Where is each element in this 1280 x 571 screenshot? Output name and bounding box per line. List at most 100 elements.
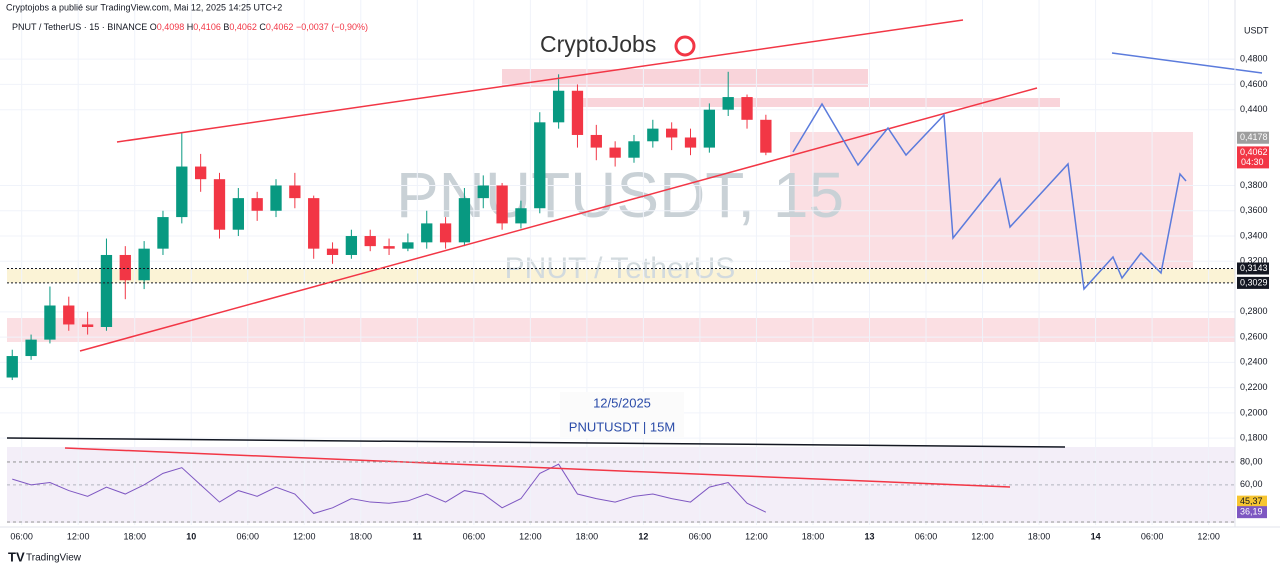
y-tick-label: 0,2400: [1240, 357, 1268, 367]
candle-body: [44, 305, 56, 340]
candle-body: [195, 166, 207, 180]
x-tick-label: 12:00: [971, 531, 994, 541]
x-tick-label: 12:00: [519, 531, 542, 541]
candle-body: [63, 305, 75, 325]
projection-path: [792, 102, 1187, 291]
candle-body: [157, 217, 169, 249]
candle-body: [552, 90, 565, 123]
y-tick-label: 0,2600: [1240, 331, 1268, 341]
candle-body: [100, 254, 113, 327]
candle-body: [703, 109, 715, 148]
candle-body: [326, 248, 339, 255]
price-label: 0,3143: [1240, 263, 1268, 273]
legend-text: C: [259, 22, 266, 32]
candle-body: [289, 185, 301, 199]
candle-body: [590, 134, 602, 148]
trend-line: [79, 87, 1038, 352]
candle-body: [213, 179, 226, 230]
watermark: PNUTUSDT, 15: [396, 159, 844, 231]
x-tick-label: 12:00: [745, 531, 768, 541]
x-tick-label: 18:00: [350, 531, 373, 541]
rsi-line: [12, 463, 767, 515]
legend-value: −0,0037 (−0,90%): [296, 22, 368, 32]
y-tick-label: 0,2800: [1240, 306, 1268, 316]
plot: [0, 0, 1235, 525]
legend-text: B: [223, 22, 229, 32]
candle-body: [25, 339, 37, 357]
candle-body: [6, 356, 18, 378]
candle-body: [383, 246, 395, 249]
candle-body: [722, 97, 734, 110]
footer: TradingView: [26, 553, 82, 564]
y-tick-label: 0,3200: [1240, 256, 1268, 266]
x-tick-label: 12:00: [1197, 531, 1220, 541]
candle-body: [458, 198, 471, 243]
rsi-trend-line: [64, 447, 1011, 488]
y-tick-label: 0,3600: [1240, 205, 1268, 215]
price-label: 0,4062: [1240, 147, 1268, 157]
candle-body: [402, 242, 414, 249]
y-tick-label: 0,4400: [1240, 104, 1268, 114]
candle-body: [270, 185, 282, 211]
price-label-box: [1237, 131, 1269, 144]
legend-text: PNUT / TetherUS · 15 · BINANCE: [12, 22, 147, 32]
y-tick-label: 0,1800: [1240, 433, 1268, 443]
x-tick-label: 06:00: [1141, 531, 1164, 541]
legend-value: 0,4098: [157, 22, 185, 32]
currency: USDT: [1244, 25, 1269, 35]
x-tick-label: 12: [638, 531, 648, 541]
y-tick-label: 0,4800: [1240, 54, 1268, 64]
trend-line: [116, 19, 964, 143]
candle-body: [345, 236, 358, 255]
candle-body: [308, 198, 320, 249]
candle-body: [119, 254, 131, 281]
x-tick-label: 10: [186, 531, 196, 541]
candle-body: [741, 97, 753, 120]
candle-body: [534, 122, 546, 209]
y-tick-label: 0,2200: [1240, 382, 1268, 392]
legend-value: 0,4062: [229, 22, 257, 32]
candle-body: [138, 248, 150, 281]
candle-body: [176, 166, 188, 218]
candle-body: [439, 223, 452, 243]
header: Cryptojobs a publié sur TradingView.com,…: [6, 2, 282, 12]
legend-text: H: [187, 22, 194, 32]
rsi-tick-label: 80,00: [1240, 456, 1263, 466]
logo-icon: [674, 35, 696, 57]
countdown: 04:30: [1241, 157, 1264, 167]
candle-body: [251, 198, 263, 211]
candle-body: [628, 141, 640, 158]
candle-body: [647, 128, 659, 142]
x-tick-label: 12:00: [293, 531, 316, 541]
candle-body: [421, 223, 433, 243]
x-tick-label: 18:00: [123, 531, 146, 541]
price-label: 0,3029: [1240, 277, 1268, 287]
y-tick-label: 0,3800: [1240, 180, 1268, 190]
price-label-box: [1237, 276, 1269, 289]
x-tick-label: 11: [413, 531, 423, 541]
candle-body: [496, 185, 508, 224]
y-tick-label: 0,4600: [1240, 79, 1268, 89]
trend-line: [1111, 52, 1263, 74]
logo: CryptoJobs: [540, 31, 656, 57]
legend: PNUT / TetherUS · 15 · BINANCE O0,4098 H…: [12, 22, 368, 32]
y-tick-label: 0,2000: [1240, 407, 1268, 417]
x-tick-label: 06:00: [915, 531, 938, 541]
candle-body: [684, 137, 697, 148]
x-tick-label: 06:00: [236, 531, 259, 541]
x-tick-label: 06:00: [10, 531, 33, 541]
price-label-box: [1237, 262, 1269, 275]
x-tick-label: 14: [1091, 531, 1101, 541]
candle-body: [571, 90, 584, 135]
candle-body: [609, 147, 621, 158]
rsi-label-box: [1237, 506, 1267, 519]
price-label-box: [1237, 146, 1269, 169]
rsi-tick-label: 60,00: [1240, 479, 1263, 489]
annotation: PNUTUSDT | 15M: [569, 419, 675, 434]
annotation-box: [560, 392, 684, 438]
legend-text: O: [150, 22, 157, 32]
candle-body: [81, 324, 94, 327]
trend-line: [6, 437, 1066, 448]
rsi-label: 36,19: [1240, 507, 1263, 517]
